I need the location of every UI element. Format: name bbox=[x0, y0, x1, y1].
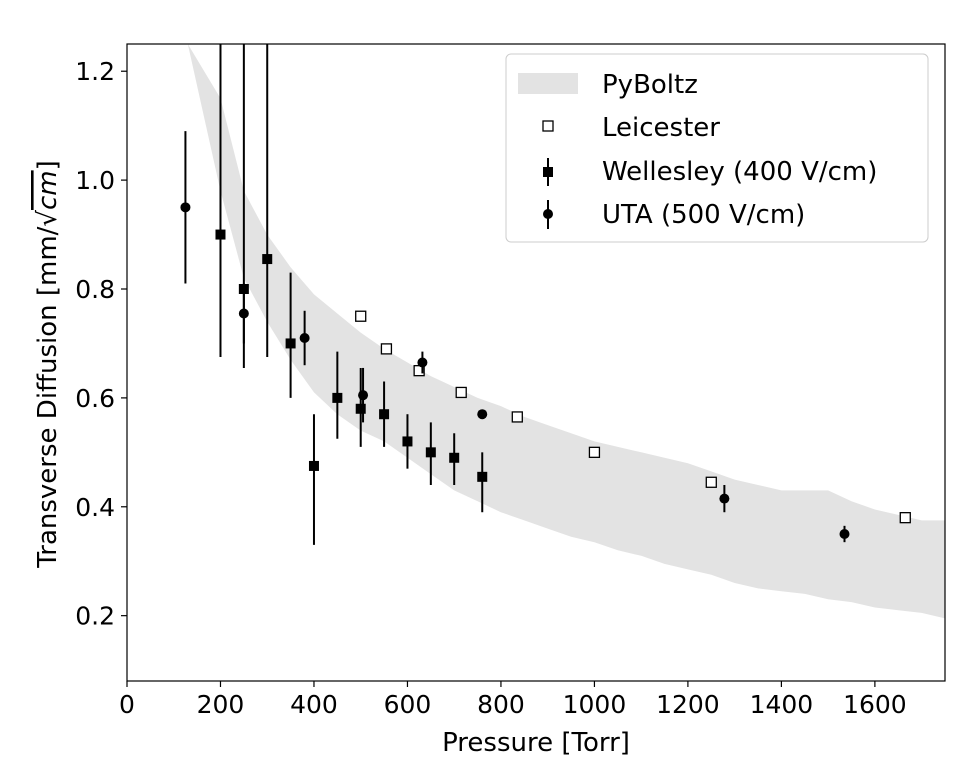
uta-point bbox=[299, 333, 310, 343]
leicester-point bbox=[511, 411, 523, 423]
pyboltz-band bbox=[187, 44, 945, 619]
y-axis: 0.2 0.4 0.6 0.8 1.0 1.2 bbox=[75, 57, 127, 631]
x-tick-label: 0 bbox=[119, 690, 135, 719]
y-axis-label-close: ] bbox=[33, 160, 63, 170]
leicester-point bbox=[588, 446, 601, 458]
legend-marker-wellesley bbox=[543, 167, 553, 177]
wellesley-point bbox=[215, 229, 226, 240]
wellesley-point bbox=[402, 436, 413, 447]
x-axis-label: Pressure [Torr] bbox=[442, 728, 630, 758]
y-axis-label-radical: √ bbox=[33, 210, 63, 227]
uta-point bbox=[180, 202, 191, 213]
y-axis-label-radicand: cm bbox=[33, 170, 63, 210]
y-axis-label: Transverse Diffusion [mm/√cm] bbox=[33, 160, 63, 569]
legend-label-wellesley: Wellesley (400 V/cm) bbox=[602, 157, 877, 187]
wellesley-point bbox=[285, 338, 296, 349]
x-tick-label: 1000 bbox=[563, 690, 627, 719]
legend-label-uta: UTA (500 V/cm) bbox=[602, 200, 805, 230]
wellesley-point bbox=[262, 254, 273, 265]
uta-point bbox=[477, 409, 488, 420]
wellesley-point bbox=[379, 409, 390, 420]
x-tick-label: 1400 bbox=[750, 690, 814, 719]
plot-frame bbox=[126, 43, 946, 682]
y-axis-label-main: Transverse Diffusion [mm/ bbox=[33, 226, 63, 568]
uta-point bbox=[358, 390, 369, 401]
leicester-point bbox=[455, 386, 467, 399]
y-tick-label: 0.4 bbox=[75, 493, 115, 522]
x-tick-label: 1200 bbox=[656, 690, 720, 719]
legend-label-leicester: Leicester bbox=[602, 113, 720, 143]
y-tick-label: 1.0 bbox=[75, 166, 115, 195]
uta-point bbox=[417, 357, 428, 368]
legend: PyBoltz Leicester Wellesley (400 V/cm) U… bbox=[505, 53, 929, 243]
legend-marker-leicester bbox=[542, 120, 554, 132]
x-tick-label: 1600 bbox=[843, 690, 907, 719]
x-tick-label: 200 bbox=[197, 690, 245, 719]
legend-marker-uta bbox=[543, 209, 553, 219]
leicester-point bbox=[355, 310, 367, 322]
x-tick-label: 600 bbox=[384, 690, 432, 719]
x-tick-label: 800 bbox=[477, 690, 525, 719]
leicester-point bbox=[380, 343, 393, 355]
wellesley-point bbox=[332, 392, 343, 403]
legend-frame bbox=[505, 53, 929, 243]
legend-swatch-pyboltz bbox=[518, 73, 578, 94]
uta-point bbox=[719, 493, 730, 504]
y-tick-label: 0.2 bbox=[75, 602, 115, 631]
x-axis: 0 200 400 600 800 1000 1200 1400 1600 bbox=[119, 681, 907, 719]
y-tick-label: 1.2 bbox=[75, 57, 115, 86]
wellesley-point bbox=[477, 471, 488, 482]
x-tick-label: 400 bbox=[290, 690, 338, 719]
plot-area bbox=[180, 44, 945, 619]
leicester-point bbox=[705, 476, 717, 488]
wellesley-point bbox=[425, 447, 436, 458]
leicester-point bbox=[899, 512, 911, 524]
wellesley-point bbox=[355, 403, 366, 414]
y-tick-label: 0.8 bbox=[75, 275, 115, 304]
wellesley-point bbox=[449, 452, 460, 463]
legend-label-pyboltz: PyBoltz bbox=[602, 70, 698, 100]
uta-point bbox=[238, 308, 249, 319]
y-tick-label: 0.6 bbox=[75, 384, 115, 413]
uta-point bbox=[839, 529, 850, 539]
wellesley-point bbox=[308, 460, 319, 471]
